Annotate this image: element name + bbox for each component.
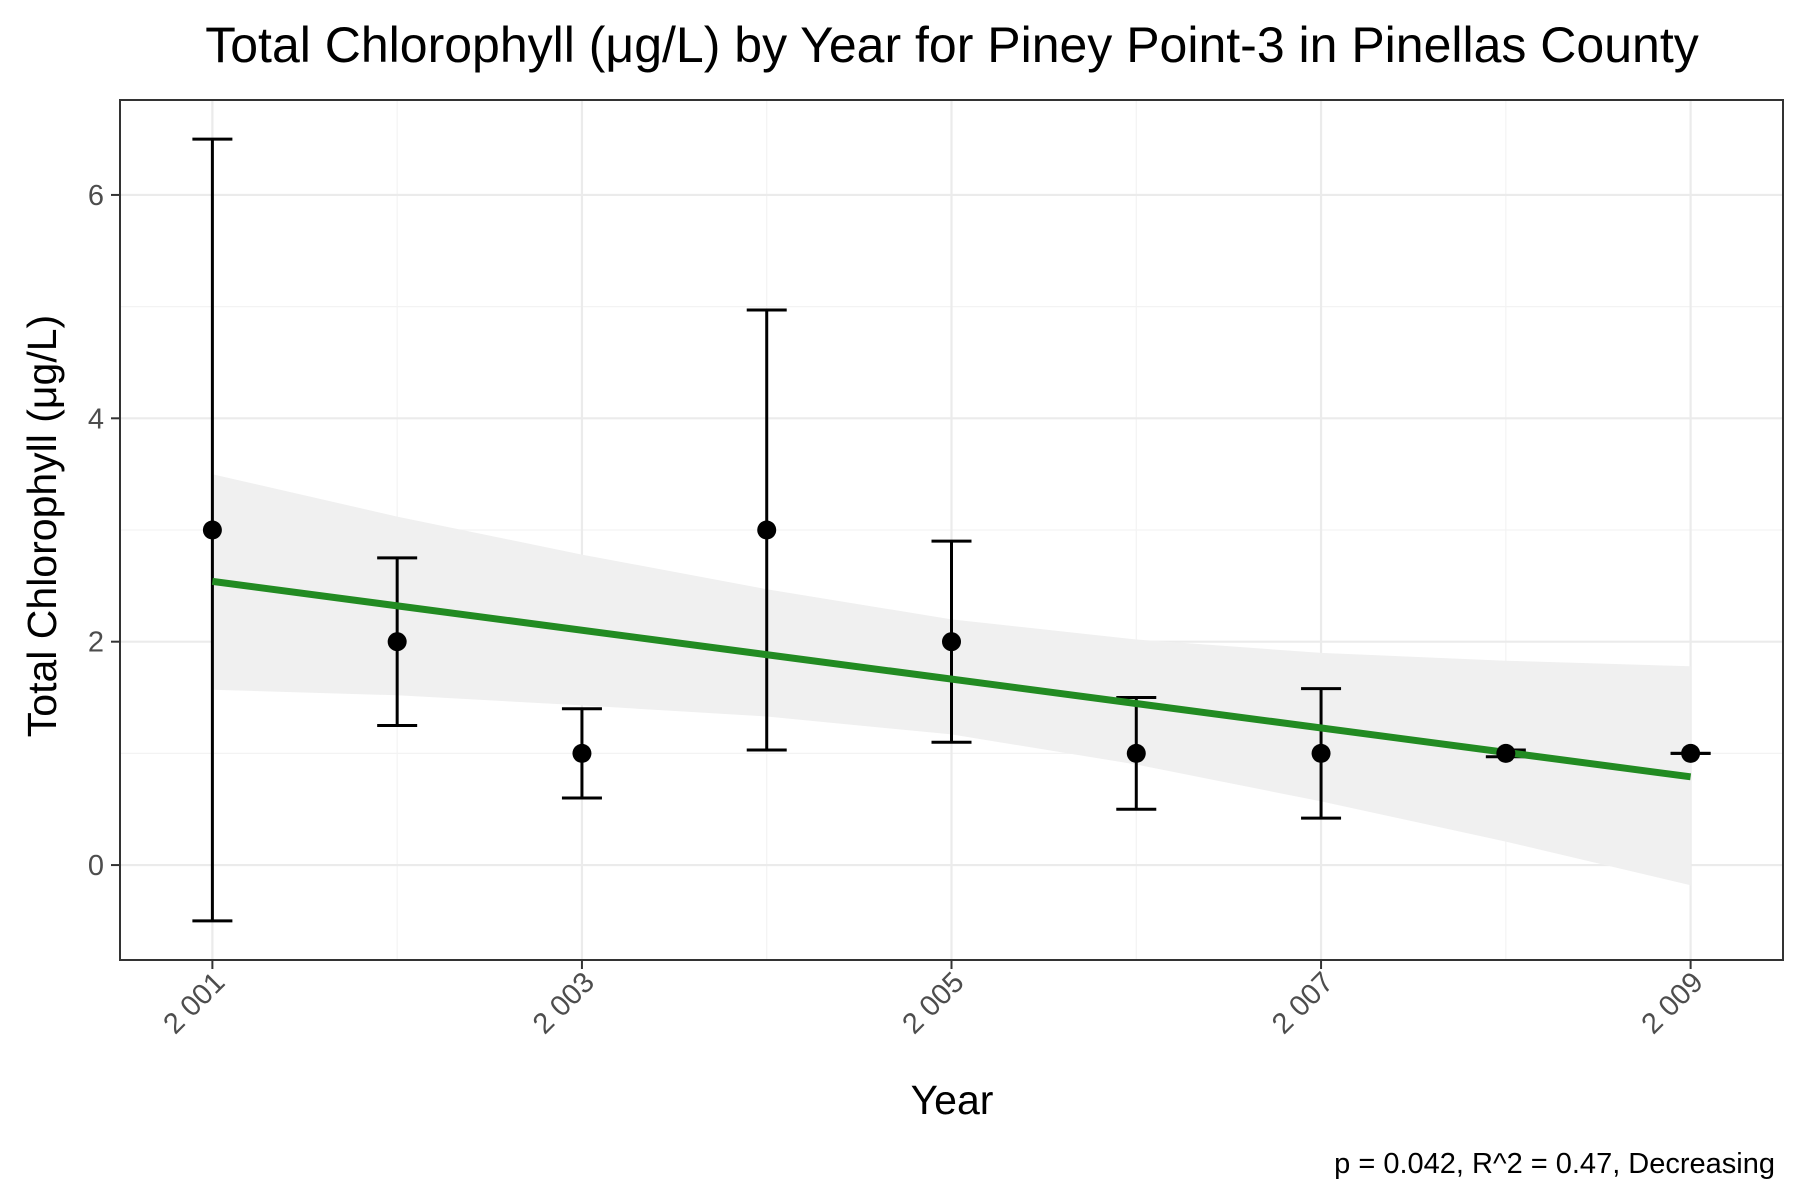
x-tick-label: 2 009	[1636, 966, 1710, 1040]
y-tick-label: 0	[88, 850, 104, 882]
chart-title: Total Chlorophyll (μg/L) by Year for Pin…	[205, 17, 1698, 73]
x-axis-title: Year	[911, 1077, 994, 1123]
y-tick-label: 2	[88, 627, 104, 659]
data-point	[1496, 743, 1516, 763]
x-axis-ticks: 2 001 2 003 2 005 2 007 2 009	[157, 960, 1710, 1040]
data-point	[942, 632, 961, 652]
plot-panel	[119, 99, 1784, 961]
data-point	[202, 520, 222, 540]
data-point	[572, 743, 592, 763]
data-point	[757, 520, 777, 540]
x-tick-label: 2 005	[897, 966, 971, 1040]
y-tick-label: 6	[88, 180, 104, 212]
x-tick-label: 2 001	[157, 966, 231, 1040]
y-axis-title: Total Chlorophyll (μg/L)	[19, 315, 65, 737]
y-axis-ticks: 0 2 4 6	[88, 180, 120, 882]
data-point	[387, 632, 407, 652]
data-points	[202, 520, 1701, 763]
data-point	[1126, 743, 1146, 763]
data-point	[1311, 743, 1331, 763]
x-tick-label: 2 007	[1266, 966, 1340, 1040]
stats-caption: p = 0.042, R^2 = 0.47, Decreasing	[1334, 1148, 1775, 1180]
y-tick-label: 4	[88, 403, 104, 435]
x-tick-label: 2 003	[527, 966, 601, 1040]
trend-line	[211, 577, 1692, 781]
data-point	[1681, 743, 1701, 763]
